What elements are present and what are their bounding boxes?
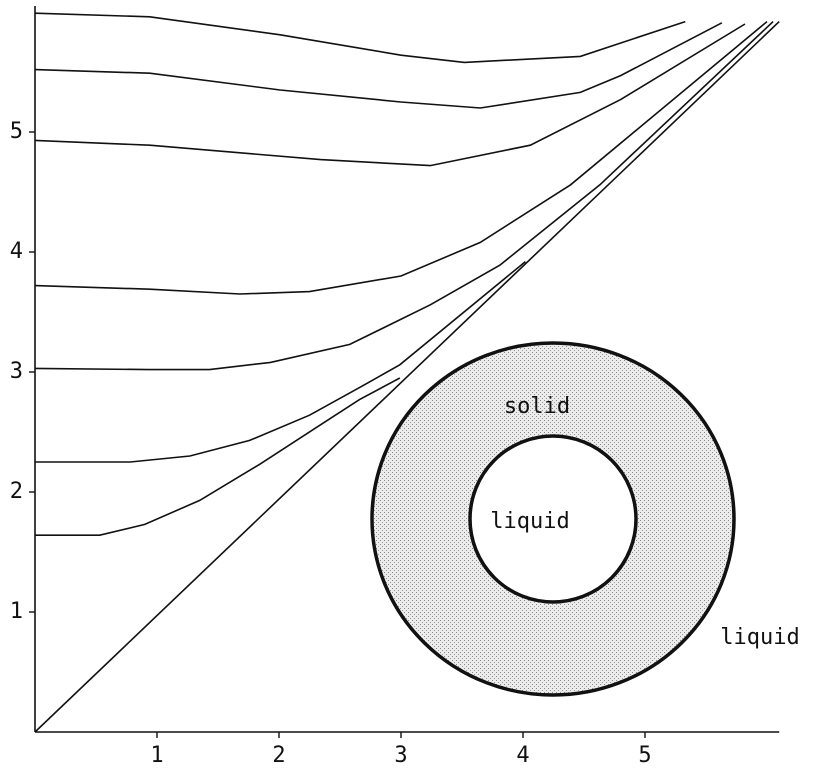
- x-tick-label: 4: [516, 743, 529, 768]
- y-tick-label: 2: [10, 479, 23, 504]
- y-tick-label: 3: [10, 359, 23, 384]
- chart: 1 2 3 4 5 1 2 3 4 5 solid liquid liquid: [0, 0, 815, 774]
- outer-liquid-label: liquid: [720, 625, 799, 650]
- inner-liquid-label: liquid: [490, 509, 569, 534]
- y-tick-label: 1: [10, 599, 23, 624]
- x-tick-label: 1: [150, 743, 163, 768]
- curve: [35, 23, 722, 108]
- x-tick-label: 5: [638, 743, 651, 768]
- inset-diagram: solid liquid liquid: [372, 343, 800, 695]
- solid-label: solid: [504, 394, 570, 419]
- y-tick-label: 4: [10, 239, 23, 264]
- curve: [35, 24, 745, 166]
- curve: [35, 378, 400, 535]
- x-tick-label: 2: [272, 743, 285, 768]
- y-tick-label: 5: [10, 119, 23, 144]
- curve: [35, 22, 767, 294]
- x-tick-label: 3: [394, 743, 407, 768]
- curve: [35, 13, 685, 62]
